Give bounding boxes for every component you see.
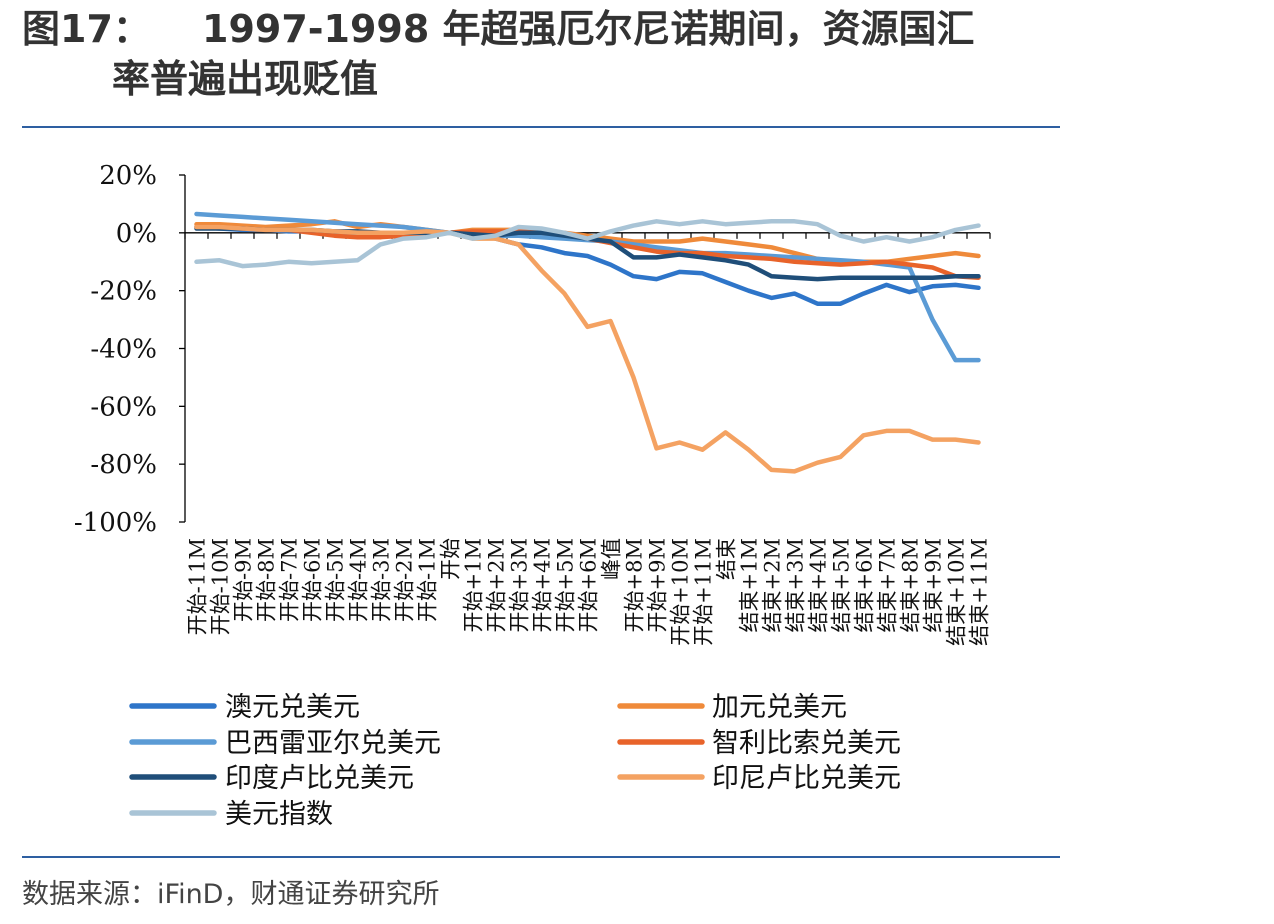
- x-tick-label: 结束+3M: [784, 538, 808, 632]
- y-tick-label: -20%: [90, 277, 157, 307]
- x-tick-label: 开始-5M: [324, 538, 348, 622]
- y-tick-label: -100%: [74, 508, 157, 538]
- bottom-rule: [22, 856, 1060, 858]
- x-tick-label: 开始-10M: [209, 538, 233, 635]
- figure-label: 图17：: [22, 7, 151, 51]
- x-tick-label: 开始-4M: [347, 538, 371, 622]
- y-tick-label: 0%: [116, 219, 157, 249]
- legend-label: 巴西雷亚尔兑美元: [225, 728, 441, 759]
- x-tick-label: 结束+9M: [922, 538, 946, 632]
- x-tick-label: 开始-8M: [255, 538, 279, 622]
- x-tick-label: 开始-2M: [393, 538, 417, 622]
- y-tick-label: -80%: [90, 450, 157, 480]
- x-tick-label: 开始+2M: [485, 538, 509, 632]
- x-tick-label: 开始+4M: [531, 538, 555, 632]
- legend-label: 印尼卢比兑美元: [712, 763, 901, 794]
- x-tick-label: 开始-6M: [301, 538, 325, 622]
- x-tick-label: 结束+6M: [853, 538, 877, 632]
- x-tick-label: 开始+3M: [508, 538, 532, 632]
- x-tick-label: 结束+4M: [807, 538, 831, 632]
- y-tick-label: 20%: [99, 161, 157, 191]
- figure-title-line2: 率普遍出现贬值: [112, 57, 379, 101]
- x-tick-label: 开始+5M: [554, 538, 578, 632]
- x-tick-label: 结束+7M: [876, 538, 900, 632]
- y-tick-label: -40%: [90, 335, 157, 365]
- top-rule: [22, 126, 1060, 128]
- x-tick-label: 开始+6M: [577, 538, 601, 632]
- x-tick-label: 开始: [439, 538, 463, 580]
- series-line-7: [194, 219, 981, 269]
- x-tick-label: 开始+10M: [669, 538, 693, 646]
- legend-label: 美元指数: [225, 799, 333, 830]
- line-chart: 20%0%-20%-40%-60%-80%-100%开始-11M 开始-10M 开始…: [74, 161, 992, 830]
- x-tick-label: 结束+1M: [738, 538, 762, 632]
- x-tick-label: 开始-1M: [416, 538, 440, 622]
- x-tick-label: 开始-11M: [186, 538, 210, 635]
- x-tick-label: 峰值: [600, 538, 624, 580]
- source-note: 数据来源：iFinD，财通证券研究所: [22, 879, 440, 910]
- x-tick-label: 结束+5M: [830, 538, 854, 632]
- x-tick-label: 开始+8M: [623, 538, 647, 632]
- x-tick-label: 开始+9M: [646, 538, 670, 632]
- legend-label: 加元兑美元: [712, 692, 847, 723]
- x-tick-label: 开始-3M: [370, 538, 394, 622]
- x-tick-label: 开始-7M: [278, 538, 302, 622]
- y-tick-label: -60%: [90, 392, 157, 422]
- x-tick-label: 开始+1M: [462, 538, 486, 632]
- series-line-6: [194, 224, 981, 474]
- x-tick-label: 开始-9M: [232, 538, 256, 622]
- figure-title-line1: 1997-1998 年超强厄尔尼诺期间，资源国汇: [202, 7, 975, 51]
- x-tick-label: 结束+10M: [945, 538, 969, 646]
- x-tick-label: 结束+2M: [761, 538, 785, 632]
- legend-label: 智利比索兑美元: [712, 728, 901, 759]
- x-tick-label: 结束+8M: [899, 538, 923, 632]
- legend-label: 澳元兑美元: [225, 692, 360, 723]
- x-tick-label: 开始+11M: [692, 538, 716, 646]
- x-tick-label: 结束+11M: [968, 538, 992, 646]
- figure-title: 图17： 1997-1998 年超强厄尔尼诺期间，资源国汇 率普遍出现贬值: [22, 4, 1072, 104]
- x-tick-label: 结束: [715, 538, 739, 580]
- legend-label: 印度卢比兑美元: [225, 763, 414, 794]
